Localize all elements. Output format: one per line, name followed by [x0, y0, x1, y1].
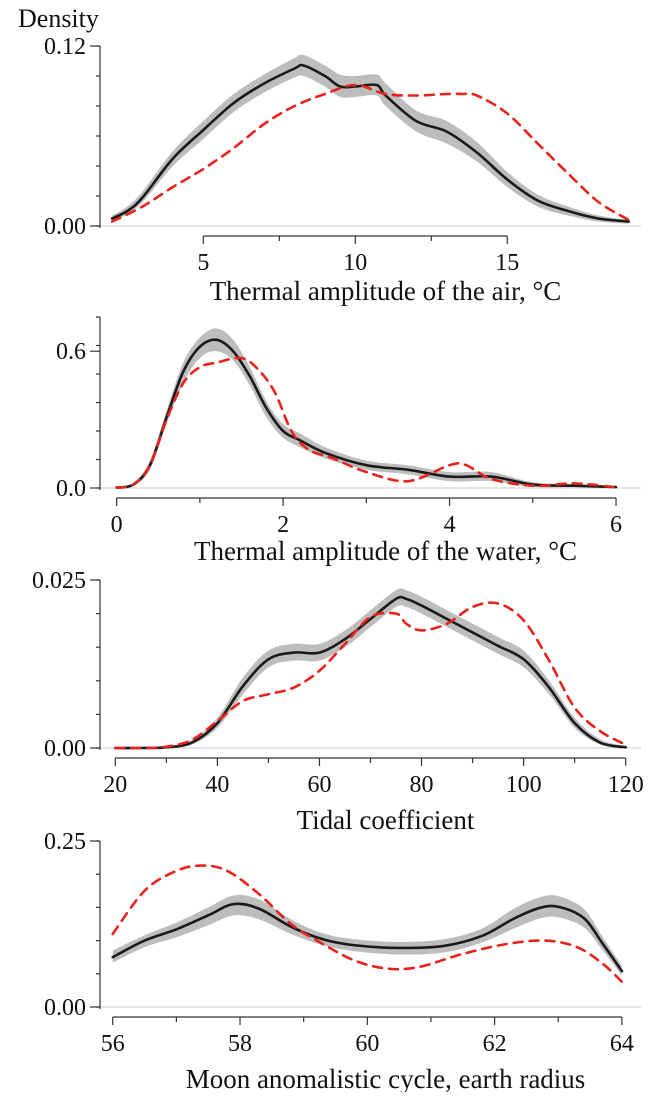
y-tick-label: 0.0	[56, 476, 86, 502]
x-tick-label: 2	[277, 512, 289, 538]
observed-density-line	[114, 595, 627, 750]
observed-density-line	[111, 902, 624, 973]
y-tick-label: 0.00	[44, 995, 86, 1021]
x-tick-label: 15	[495, 250, 519, 276]
x-axis-title: Thermal amplitude of the water, °C	[194, 536, 577, 566]
x-tick-label: 6	[610, 512, 622, 538]
x-tick-label: 60	[355, 1031, 379, 1057]
reference-density-line	[114, 601, 627, 750]
x-tick-label: 120	[608, 772, 644, 798]
density-axis-label: Density	[18, 4, 99, 33]
x-tick-label: 100	[506, 772, 542, 798]
x-tick-label: 20	[103, 772, 127, 798]
x-tick-label: 56	[101, 1031, 125, 1057]
reference-density-line	[115, 356, 618, 489]
panel-3: 0.00 0.025 20 40 60 80 100 120 Tidal coefficient	[32, 568, 644, 835]
y-tick-label: 0.025	[32, 568, 86, 594]
x-tick-label: 4	[444, 512, 456, 538]
x-tick-label: 62	[483, 1031, 507, 1057]
x-axis-title: Tidal coefficient	[297, 805, 475, 835]
confidence-band	[112, 54, 629, 224]
x-tick-label: 80	[410, 772, 434, 798]
confidence-band	[112, 894, 622, 976]
y-tick-label: 0.00	[44, 214, 86, 240]
y-tick-label: 0.00	[44, 736, 86, 762]
x-axis-title: Thermal amplitude of the air, °C	[210, 276, 562, 306]
y-tick-label: 0.6	[56, 339, 86, 365]
x-tick-label: 10	[343, 250, 367, 276]
y-tick-label: 0.25	[44, 829, 86, 855]
x-tick-label: 40	[205, 772, 229, 798]
x-axis-title: Moon anomalistic cycle, earth radius	[186, 1064, 586, 1092]
reference-density-line	[110, 83, 631, 223]
x-tick-label: 64	[610, 1031, 634, 1057]
x-tick-label: 5	[197, 250, 209, 276]
confidence-band	[115, 588, 626, 749]
panel-4: 0.00 0.25 56 58 60 62 64 Moon anomalistic cycle…	[44, 829, 641, 1094]
x-tick-label: 58	[228, 1031, 252, 1057]
y-tick-label: 0.12	[44, 34, 86, 60]
panel-2: 0.0 0.6 0 2 4 6 Thermal amplitude of the water…	[56, 316, 641, 566]
confidence-band	[116, 328, 617, 489]
x-tick-label: 60	[307, 772, 331, 798]
reference-density-line	[111, 864, 624, 984]
x-tick-label: 0	[111, 512, 123, 538]
